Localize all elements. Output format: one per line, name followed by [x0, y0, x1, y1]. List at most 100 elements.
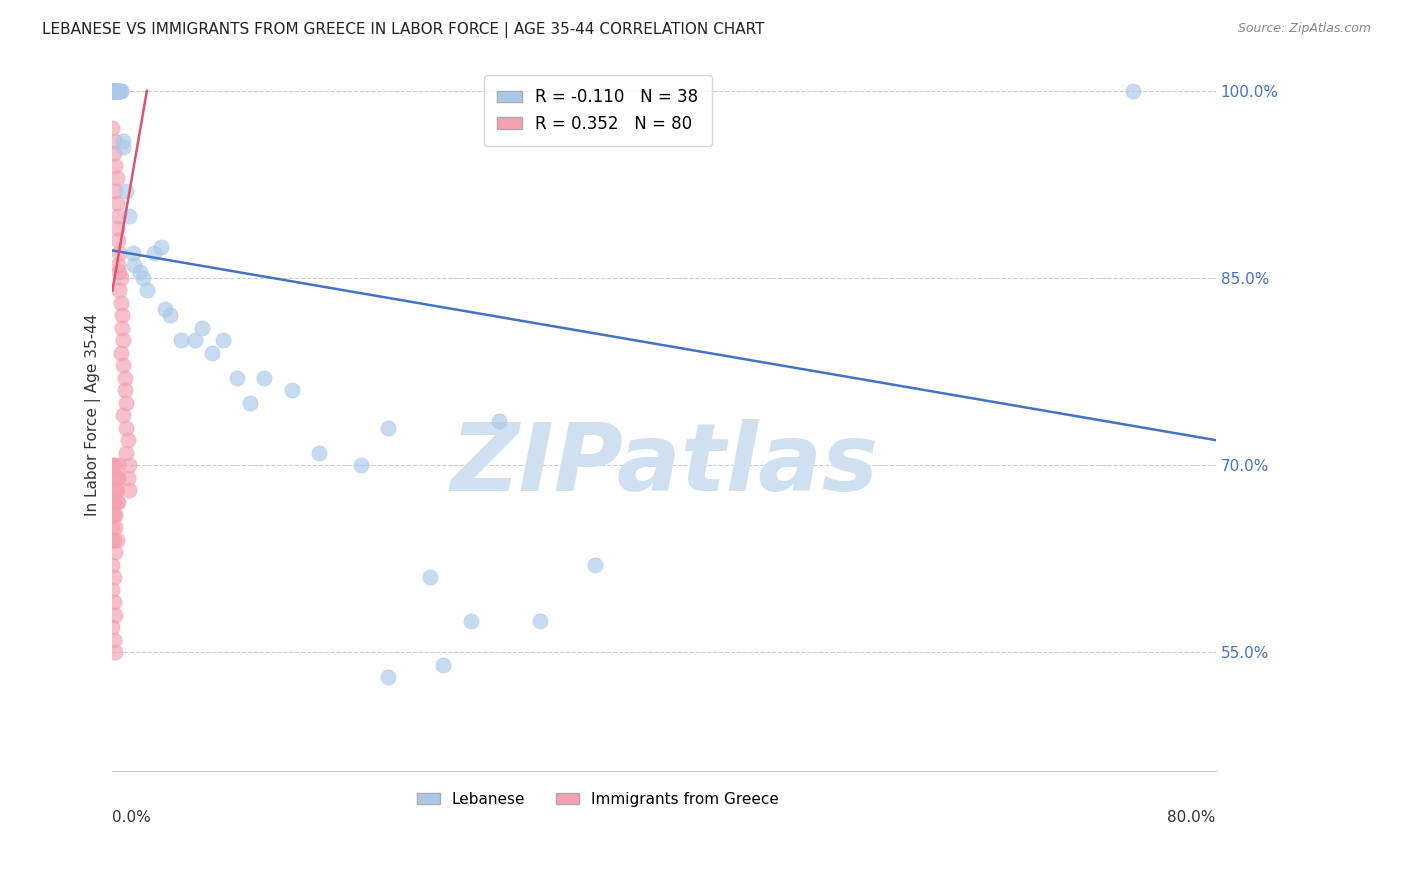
Point	[129, 265, 152, 279]
Point	[108, 84, 131, 98]
Point	[107, 84, 129, 98]
Point	[118, 483, 141, 497]
Point	[111, 321, 134, 335]
Point	[419, 570, 441, 584]
Point	[104, 545, 127, 559]
Point	[103, 570, 125, 584]
Point	[105, 84, 128, 98]
Point	[107, 458, 129, 472]
Point	[101, 458, 124, 472]
Point	[112, 408, 135, 422]
Y-axis label: In Labor Force | Age 35-44: In Labor Force | Age 35-44	[86, 314, 101, 516]
Point	[103, 533, 125, 547]
Point	[103, 84, 125, 98]
Point	[118, 458, 141, 472]
Point	[122, 246, 145, 260]
Point	[103, 134, 125, 148]
Point	[104, 84, 127, 98]
Point	[105, 84, 128, 98]
Point	[201, 345, 224, 359]
Point	[191, 321, 214, 335]
Point	[103, 632, 125, 647]
Point	[103, 84, 125, 98]
Point	[104, 84, 127, 98]
Point	[101, 508, 124, 522]
Point	[104, 607, 127, 622]
Point	[103, 470, 125, 484]
Point	[239, 395, 262, 409]
Point	[108, 246, 131, 260]
Text: 80.0%: 80.0%	[1167, 810, 1216, 825]
Point	[225, 370, 247, 384]
Point	[101, 84, 124, 98]
Point	[103, 84, 125, 98]
Point	[114, 383, 136, 397]
Point	[101, 520, 124, 534]
Point	[104, 508, 127, 522]
Point	[103, 595, 125, 609]
Point	[101, 558, 124, 572]
Point	[110, 84, 132, 98]
Point	[107, 259, 129, 273]
Point	[105, 171, 128, 186]
Point	[110, 84, 132, 98]
Point	[108, 265, 131, 279]
Point	[280, 383, 302, 397]
Point	[253, 370, 276, 384]
Point	[432, 657, 454, 672]
Point	[118, 209, 141, 223]
Point	[107, 209, 129, 223]
Point	[101, 84, 124, 98]
Point	[308, 445, 330, 459]
Point	[103, 146, 125, 161]
Point	[529, 614, 551, 628]
Point	[105, 495, 128, 509]
Point	[117, 433, 139, 447]
Point	[105, 196, 128, 211]
Point	[135, 284, 157, 298]
Point	[108, 284, 131, 298]
Point	[112, 358, 135, 372]
Legend: Lebanese, Immigrants from Greece: Lebanese, Immigrants from Greece	[411, 786, 785, 813]
Point	[103, 508, 125, 522]
Point	[184, 334, 207, 348]
Point	[132, 271, 155, 285]
Point	[108, 84, 131, 98]
Point	[104, 520, 127, 534]
Point	[377, 420, 399, 434]
Point	[170, 334, 193, 348]
Point	[350, 458, 373, 472]
Point	[211, 334, 233, 348]
Point	[101, 495, 124, 509]
Point	[117, 470, 139, 484]
Point	[104, 483, 127, 497]
Point	[115, 184, 138, 198]
Point	[110, 296, 132, 310]
Point	[159, 309, 181, 323]
Point	[101, 582, 124, 597]
Point	[110, 345, 132, 359]
Point	[103, 495, 125, 509]
Point	[142, 246, 165, 260]
Point	[101, 84, 124, 98]
Point	[103, 84, 125, 98]
Point	[107, 470, 129, 484]
Point	[149, 240, 172, 254]
Point	[101, 84, 124, 98]
Point	[115, 395, 138, 409]
Point	[112, 140, 135, 154]
Point	[107, 495, 129, 509]
Point	[105, 221, 128, 235]
Point	[115, 420, 138, 434]
Point	[103, 458, 125, 472]
Point	[377, 670, 399, 684]
Point	[104, 84, 127, 98]
Point	[105, 470, 128, 484]
Point	[105, 483, 128, 497]
Point	[115, 445, 138, 459]
Point	[111, 309, 134, 323]
Point	[105, 533, 128, 547]
Point	[1122, 84, 1144, 98]
Point	[112, 134, 135, 148]
Point	[103, 84, 125, 98]
